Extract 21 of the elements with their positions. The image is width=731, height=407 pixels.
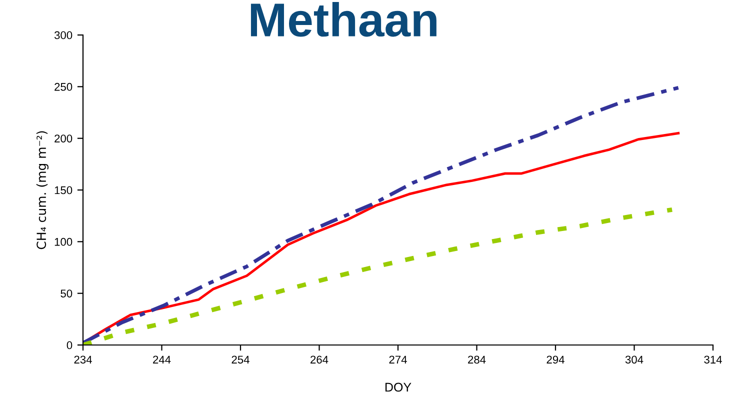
x-tick-label: 314 — [704, 356, 722, 364]
y-tick-label: 50 — [60, 290, 72, 298]
y-tick-label: 100 — [54, 238, 72, 246]
x-tick-label: 274 — [389, 356, 407, 364]
y-tick-label: 300 — [54, 31, 72, 40]
y-tick-label: 200 — [54, 134, 72, 142]
y-tick-label: 0 — [66, 341, 72, 350]
y-tick-label: 150 — [54, 186, 72, 194]
x-tick-label: 254 — [232, 356, 250, 364]
x-axis-title: DOY — [385, 382, 412, 392]
x-tick-label: 244 — [153, 356, 171, 364]
y-tick-label: 250 — [54, 82, 72, 91]
chart-title: Methaan — [250, 2, 436, 37]
line-series — [83, 86, 680, 345]
x-tick-label: 234 — [74, 356, 92, 364]
x-tick-label: 304 — [625, 356, 644, 364]
x-tick-label: 294 — [546, 356, 564, 364]
x-tick-label: 284 — [468, 356, 486, 364]
line-series — [83, 207, 674, 345]
x-tick-label: 264 — [310, 356, 328, 364]
y-axis-title: CH₄ cum. (mg m⁻²) — [36, 131, 48, 250]
